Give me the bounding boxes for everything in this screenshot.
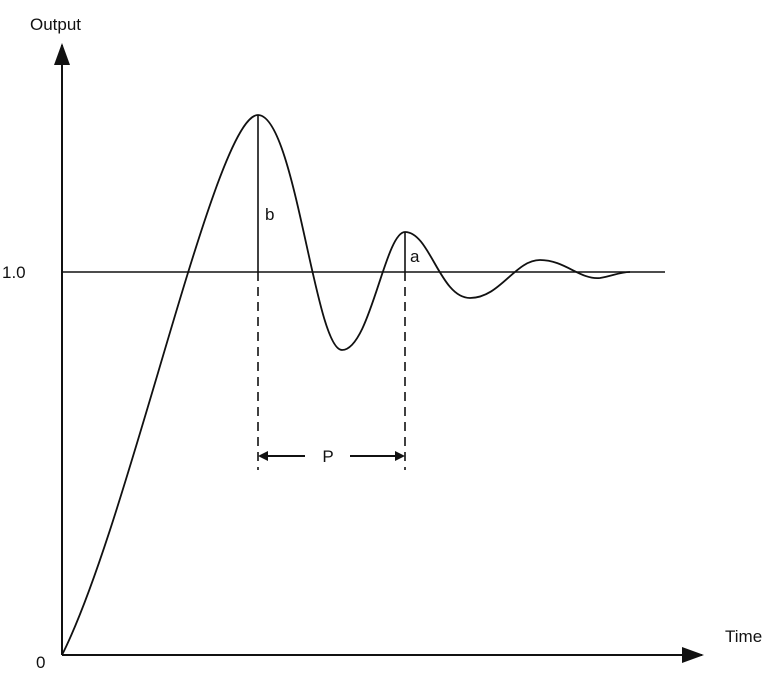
annotation-a: a (410, 247, 420, 266)
y-axis-label: Output (30, 15, 81, 34)
x-axis-label: Time (725, 627, 762, 646)
annotation-b: b (265, 205, 274, 224)
annotation-p: P (322, 447, 333, 466)
step-response-diagram: Output Time 1.0 0 b a P (0, 0, 779, 670)
origin-label: 0 (36, 653, 45, 670)
reference-label: 1.0 (2, 263, 26, 282)
response-curve (62, 115, 630, 655)
